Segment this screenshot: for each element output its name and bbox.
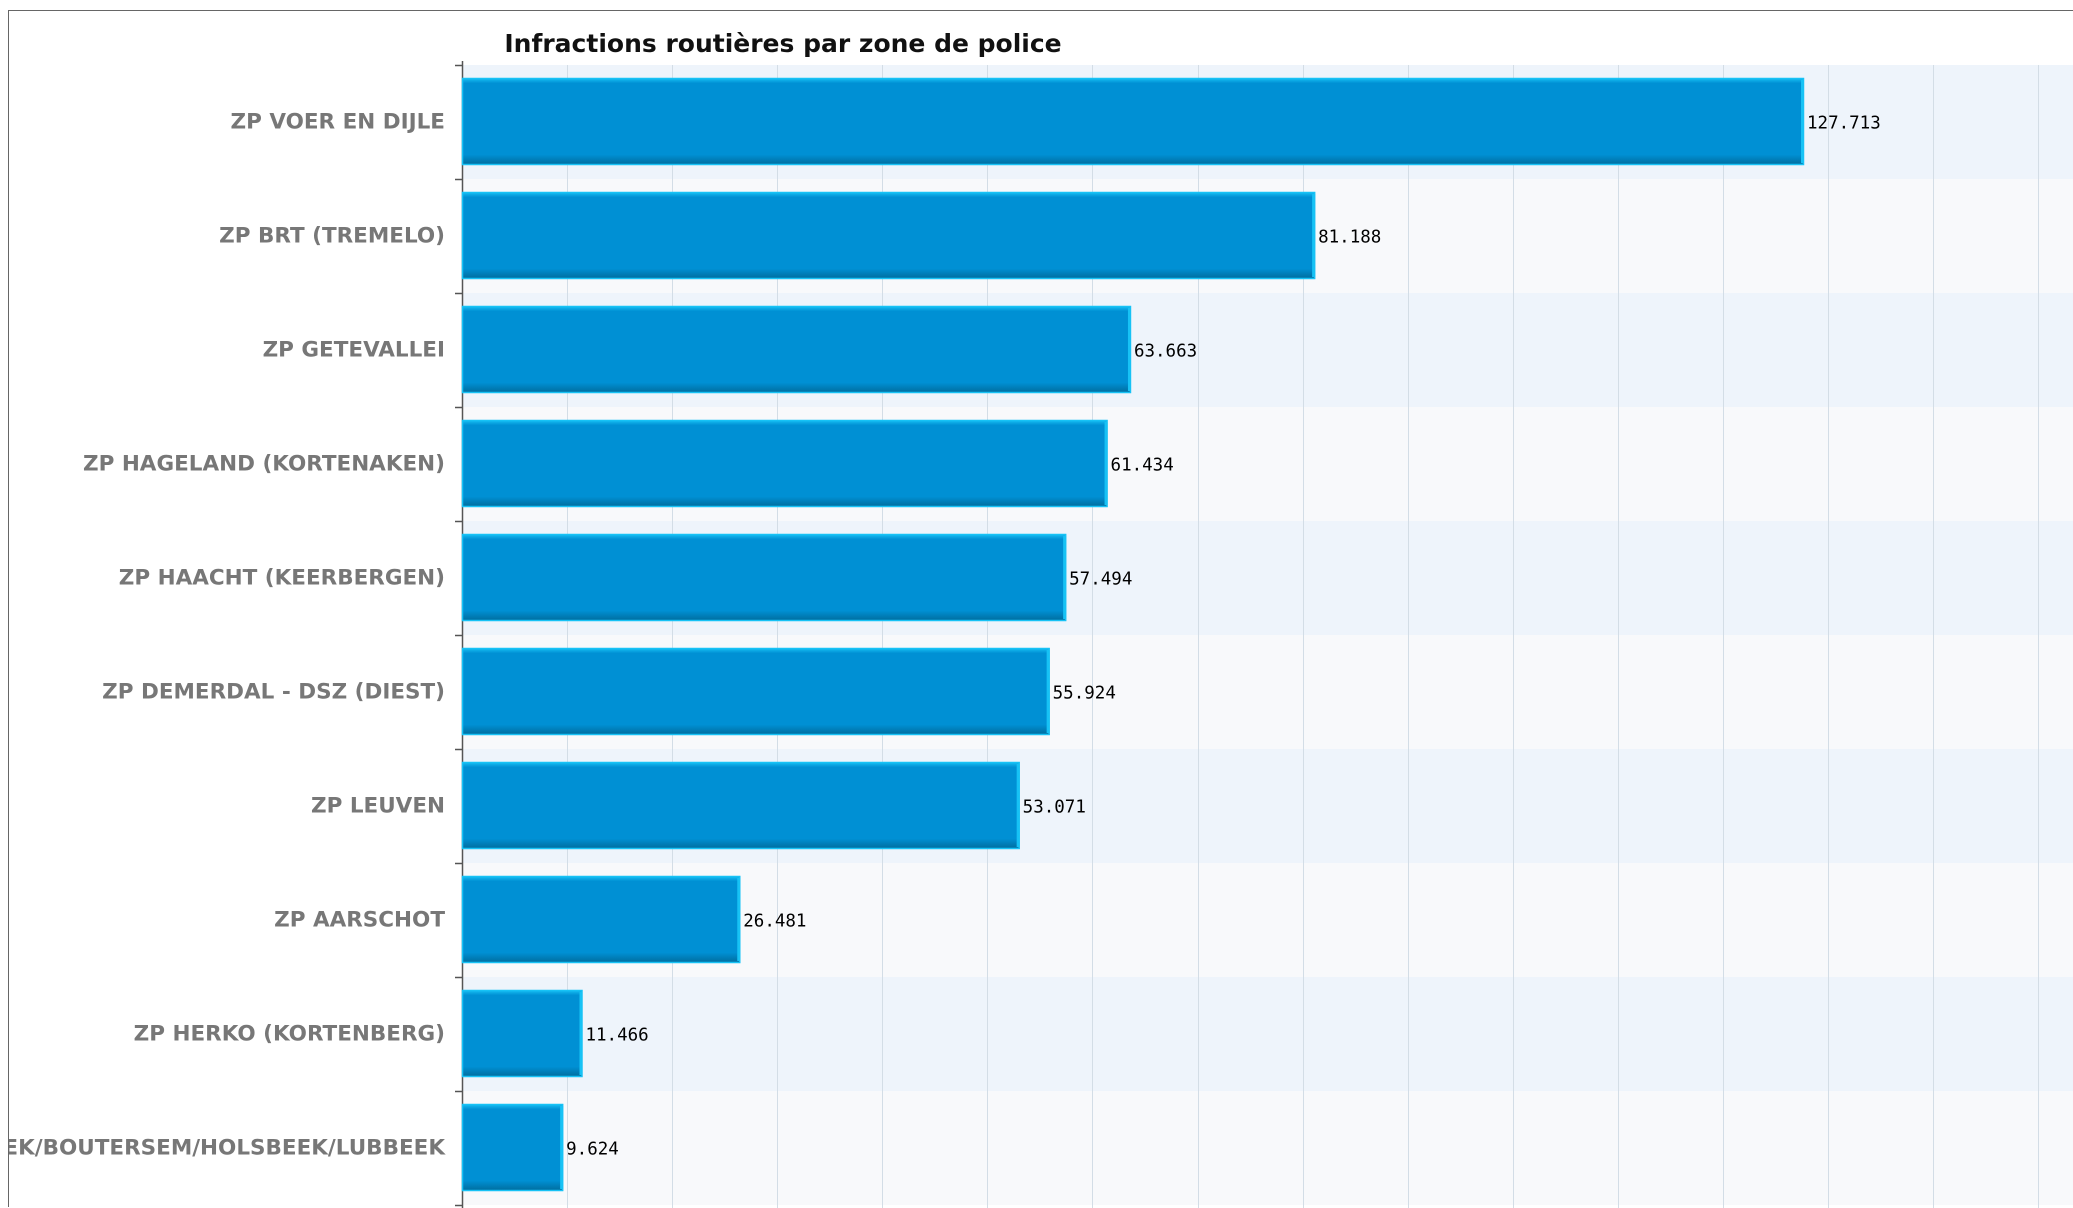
labels: ZP VOER EN DIJLE 127.713 ZP BRT (TREMELO) 8… [9,110,1881,1161]
bar-edge [1801,80,1804,163]
data-label: 63.663 [1134,342,1197,362]
data-label: 55.924 [1053,684,1116,704]
data-label: 11.466 [585,1026,648,1046]
category-label: ZP BIERBEEK/BOUTERSEM/HOLSBEEK/LUBBEEK [9,1136,446,1161]
bar [462,762,1020,849]
bar [462,648,1050,735]
category-label: ZP HAACHT (KEERBERGEN) [119,566,445,591]
category-label: ZP VOER EN DIJLE [231,110,446,135]
bar [462,192,1316,279]
bars [461,77,1805,1192]
plot-band [462,977,2073,1091]
category-label: ZP LEUVEN [311,794,445,819]
chart-title: Infractions routières par zone de police [504,29,1061,58]
plot-band [462,1091,2073,1205]
category-label: ZP HERKO (KORTENBERG) [134,1022,445,1047]
category-label: ZP DEMERDAL - DSZ (DIEST) [102,680,445,705]
data-label: 81.188 [1318,228,1381,248]
bar-edge [560,1106,564,1189]
data-label: 57.494 [1069,570,1132,590]
bar-chart: ZP VOER EN DIJLE 127.713 ZP BRT (TREMELO) 8… [9,29,2073,1208]
bar [462,990,583,1077]
bar [462,534,1067,621]
data-label: 53.071 [1023,798,1086,818]
category-label: ZP HAGELAND (KORTENAKEN) [83,452,445,477]
chart-frame: ZP VOER EN DIJLE 127.713 ZP BRT (TREMELO) 8… [8,10,2073,1208]
bar [462,1104,564,1191]
bar-edge [1016,764,1020,847]
bar-edge [1046,650,1050,733]
bar [462,306,1131,393]
bar-edge [737,878,741,961]
bar [462,420,1108,507]
bar-edge [1127,308,1131,391]
data-label: 9.624 [566,1140,619,1160]
category-axis [455,61,464,1208]
category-label: ZP GETEVALLEI [263,338,445,363]
category-label: ZP AARSCHOT [274,908,445,933]
data-label: 127.713 [1807,114,1881,134]
bar-edge [1312,194,1316,277]
data-label: 26.481 [743,912,806,932]
data-label: 61.434 [1111,456,1174,476]
category-label: ZP BRT (TREMELO) [219,224,445,249]
bar-edge [579,992,583,1075]
bar-edge [1063,536,1067,619]
bar-edge [1104,422,1108,505]
bar [462,876,741,963]
bar [462,78,1804,165]
